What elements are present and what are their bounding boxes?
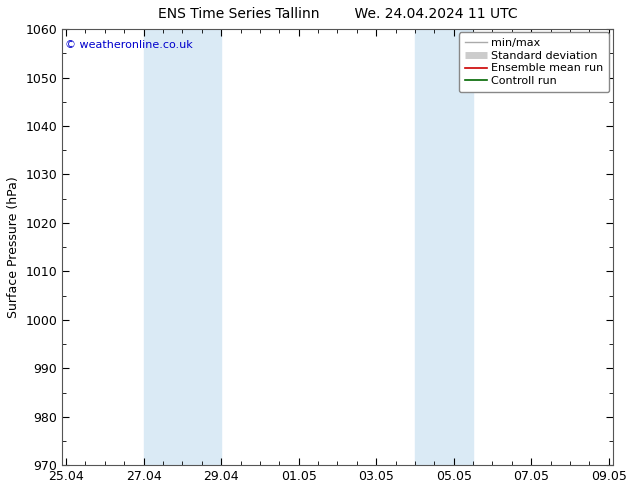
Legend: min/max, Standard deviation, Ensemble mean run, Controll run: min/max, Standard deviation, Ensemble me… — [459, 32, 609, 92]
Y-axis label: Surface Pressure (hPa): Surface Pressure (hPa) — [7, 176, 20, 318]
Bar — [144, 29, 221, 465]
Text: © weatheronline.co.uk: © weatheronline.co.uk — [65, 40, 193, 50]
Title: ENS Time Series Tallinn        We. 24.04.2024 11 UTC: ENS Time Series Tallinn We. 24.04.2024 1… — [158, 7, 517, 21]
Bar — [415, 29, 473, 465]
